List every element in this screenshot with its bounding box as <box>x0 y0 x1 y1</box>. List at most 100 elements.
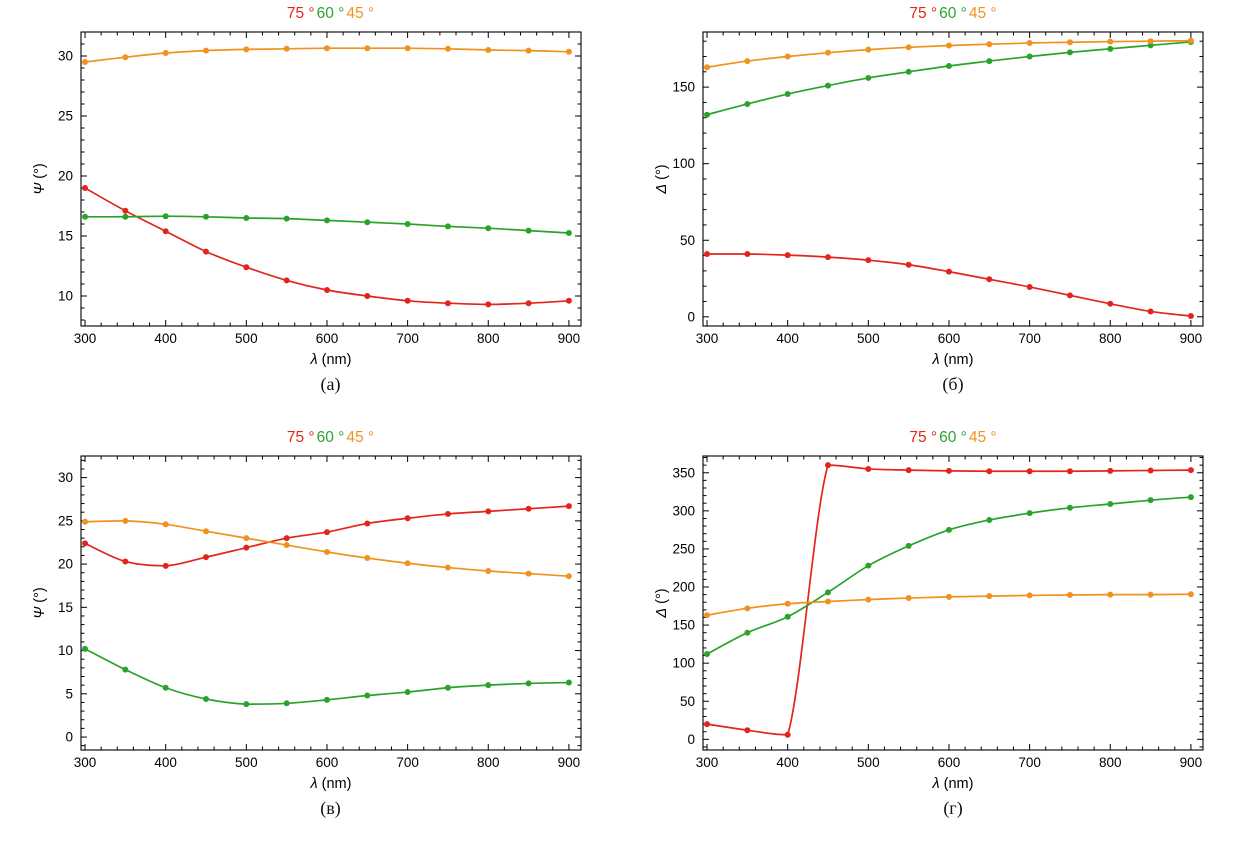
data-point <box>525 227 532 234</box>
data-point <box>525 300 532 307</box>
data-point <box>704 612 711 619</box>
legend-60: 60 ° <box>316 429 345 446</box>
data-point <box>905 68 912 75</box>
data-point <box>565 573 572 580</box>
data-point <box>704 111 711 118</box>
data-point <box>484 301 491 308</box>
series-line <box>84 505 569 567</box>
svg-text:20: 20 <box>57 169 72 184</box>
svg-text:400: 400 <box>776 755 799 770</box>
series-line <box>707 253 1191 317</box>
svg-text:100: 100 <box>672 156 695 171</box>
data-point <box>242 215 249 221</box>
svg-text:λ (nm): λ (nm) <box>932 776 974 792</box>
svg-text:700: 700 <box>1018 331 1041 346</box>
svg-text:600: 600 <box>938 755 961 770</box>
chart-panel-b: 75 ° 60 ° 45 ° 300 400 500 600 700 800 900 0 50 100… <box>622 0 1245 424</box>
legend-45: 45 ° <box>346 429 375 446</box>
data-point <box>404 297 411 304</box>
data-point <box>744 100 751 107</box>
data-point <box>825 82 831 89</box>
caption-g: (г) <box>943 798 963 818</box>
data-point <box>1026 283 1033 290</box>
data-point <box>865 596 872 603</box>
svg-text:800: 800 <box>1099 331 1122 346</box>
data-point <box>404 515 411 522</box>
data-point <box>744 58 751 65</box>
data-point <box>444 223 451 230</box>
data-point <box>945 593 952 600</box>
legend-60: 60 ° <box>939 429 967 446</box>
svg-text:30: 30 <box>57 470 72 485</box>
chart-panel-g: 75 ° 60 ° 45 ° 300 400 500 600 700 800 900 0 50 100… <box>622 424 1245 848</box>
data-point <box>1066 504 1073 511</box>
legend-75: 75 ° <box>286 429 315 446</box>
data-point <box>81 645 88 652</box>
data-point <box>945 42 952 49</box>
data-point <box>363 692 370 699</box>
svg-text:20: 20 <box>57 557 72 572</box>
svg-text:0: 0 <box>687 732 695 747</box>
svg-text:100: 100 <box>672 656 695 671</box>
svg-text:800: 800 <box>476 755 499 770</box>
data-point <box>825 254 831 261</box>
data-point <box>1107 467 1114 474</box>
data-point <box>905 542 912 549</box>
svg-text:300: 300 <box>672 503 695 518</box>
svg-text:0: 0 <box>65 730 73 745</box>
data-point <box>905 595 912 602</box>
data-point <box>121 207 128 214</box>
data-point <box>744 629 751 636</box>
chart-svg: 300 400 500 600 700 800 900 0 50 100 150 λ (nm) Δ (°… <box>654 31 1204 368</box>
svg-text:λ (nm): λ (nm) <box>309 352 351 368</box>
data-point <box>404 45 411 52</box>
chart-svg: 300 400 500 600 700 800 900 0 5 10 15 20 25 30 λ (nm) Ψ… <box>32 455 582 792</box>
data-point <box>283 535 290 542</box>
data-point <box>525 570 532 577</box>
plot-area-v: 300 400 500 600 700 800 900 0 5 10 15 20 25 30 λ (nm) Ψ… <box>29 448 594 796</box>
data-point <box>744 727 751 734</box>
data-point <box>283 215 290 222</box>
svg-text:500: 500 <box>857 331 880 346</box>
svg-text:800: 800 <box>476 331 499 346</box>
data-point <box>865 465 872 472</box>
data-point <box>704 251 711 258</box>
data-point <box>1147 467 1154 474</box>
data-point <box>283 700 290 707</box>
data-point <box>121 558 128 565</box>
data-point <box>484 682 491 689</box>
data-point <box>865 46 872 53</box>
data-point <box>945 467 952 474</box>
data-point <box>363 555 370 562</box>
svg-text:10: 10 <box>57 289 72 304</box>
data-point <box>121 213 128 220</box>
data-point <box>784 252 791 259</box>
data-point <box>363 293 370 299</box>
data-point <box>704 651 711 658</box>
data-point <box>81 213 88 220</box>
legend-75: 75 ° <box>286 5 315 22</box>
data-point <box>363 520 370 527</box>
data-point <box>704 721 711 728</box>
data-point <box>1187 494 1194 501</box>
data-point <box>484 225 491 232</box>
data-point <box>565 230 572 236</box>
svg-text:10: 10 <box>57 643 72 658</box>
svg-text:Δ (°): Δ (°) <box>654 588 670 618</box>
data-point <box>404 560 411 567</box>
data-point <box>986 516 993 523</box>
data-point <box>81 59 88 65</box>
data-point <box>283 542 290 549</box>
data-point <box>945 268 952 275</box>
legend-60: 60 ° <box>939 5 967 22</box>
data-point <box>162 684 169 691</box>
data-point <box>323 217 330 224</box>
svg-text:15: 15 <box>57 229 72 244</box>
data-point <box>283 277 290 284</box>
data-point <box>784 731 791 738</box>
svg-text:700: 700 <box>1018 755 1041 770</box>
data-point <box>323 548 330 555</box>
series-line <box>706 464 1191 736</box>
svg-text:800: 800 <box>1099 755 1122 770</box>
